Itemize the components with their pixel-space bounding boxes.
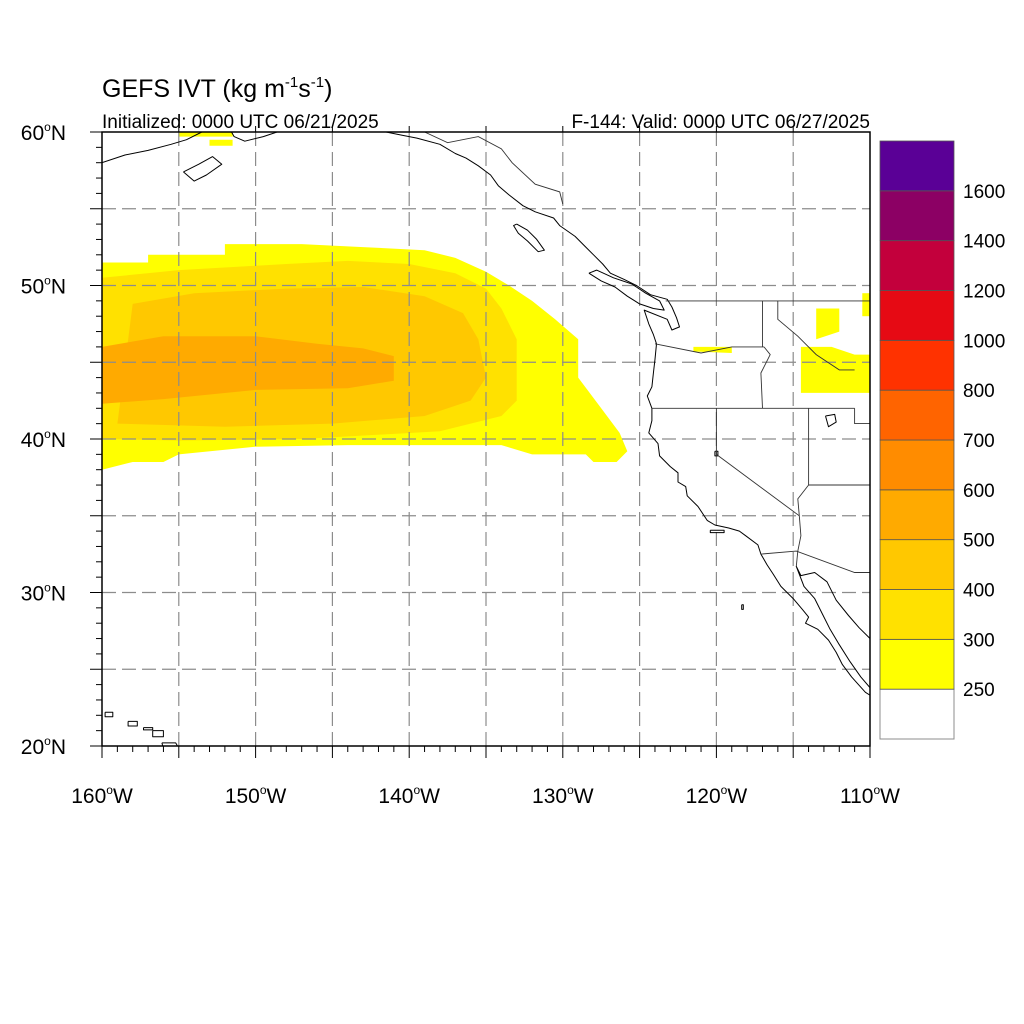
ivt-region-250	[178, 132, 233, 137]
degree-mark: o	[260, 783, 267, 797]
figure-title: GEFS IVT (kg m-1s-1)	[102, 74, 332, 103]
idaho-montana	[777, 300, 855, 371]
colorbar-box-400	[879, 539, 955, 590]
washington-oregon	[654, 343, 764, 354]
ivt-region-250	[862, 293, 870, 317]
ivt-shading	[102, 132, 870, 470]
axis-ticks: 160oW 150oW 140oW 130oW 120oW 110oW 60oN 50oN 40…	[21, 120, 900, 808]
valid-time-label: F-144: Valid: 0000 UTC 06/27/2025	[571, 112, 870, 133]
colorbar-label: 600	[963, 481, 995, 502]
lon-tick-label: 150oW	[225, 783, 287, 808]
degree-mark: o	[44, 120, 51, 134]
guadalupe-island	[741, 604, 744, 610]
colorbar-box-250	[879, 638, 955, 690]
colorbar: 250 300 400 500 600 700 800 1000 1200 1400 1600	[879, 140, 1005, 740]
alaska-bc-border	[421, 132, 564, 205]
haida-gwaii	[513, 223, 545, 253]
degree-mark: o	[106, 783, 113, 797]
colorbar-box-below	[879, 688, 955, 740]
us-mexico-border	[760, 550, 870, 573]
great-salt-lake	[825, 413, 837, 428]
colorbar-box-800	[879, 339, 955, 391]
lon-tick-label: 120oW	[686, 783, 748, 808]
colorbar-box-1000	[879, 290, 955, 341]
lon-tick-label: 140oW	[378, 783, 440, 808]
colorbar-box-700	[879, 389, 955, 441]
colorbar-label: 1600	[963, 182, 1005, 203]
hawaii-oahu	[127, 720, 138, 727]
colorbar-box-1600	[879, 140, 955, 192]
lat-tick-label: 40oN	[21, 427, 66, 452]
lon-tick-label: 160oW	[71, 783, 133, 808]
mexico-baja-sonora	[795, 551, 799, 567]
degree-mark: o	[44, 734, 51, 748]
ivt-region-250	[816, 308, 840, 340]
hawaii-molokai	[143, 727, 154, 731]
colorbar-label: 1200	[963, 282, 1005, 303]
map-panel: 160oW 150oW 140oW 130oW 120oW 110oW 60oN 50oN 40…	[21, 120, 900, 808]
hawaii-big-island	[161, 742, 179, 746]
lon-tick-label: 130oW	[532, 783, 594, 808]
kodiak-island	[183, 156, 223, 182]
colorbar-label: 400	[963, 581, 995, 602]
nevada-arizona	[797, 484, 809, 516]
colorbar-box-1400	[879, 190, 955, 242]
colorbar-box-300	[879, 589, 955, 640]
lon-tick-label: 110oW	[840, 783, 900, 808]
california-arizona	[797, 515, 802, 552]
channel-islands	[709, 529, 725, 534]
initialized-label: Initialized: 0000 UTC 06/21/2025	[102, 112, 379, 133]
colorbar-box-1200	[879, 240, 955, 291]
lat-tick-label: 60oN	[21, 120, 66, 145]
lat-tick-label: 50oN	[21, 274, 66, 299]
degree-mark: o	[413, 783, 420, 797]
colorbar-label: 700	[963, 431, 995, 452]
lat-tick-label: 20oN	[21, 734, 66, 759]
hawaii-kauai	[104, 711, 114, 718]
colorbar-label: 1000	[963, 331, 1005, 352]
colorbar-label: 250	[963, 680, 995, 701]
gulf-of-california-coast	[795, 565, 870, 689]
ivt-region-250	[800, 346, 870, 393]
colorbar-box-500	[879, 489, 955, 541]
colorbar-label: 300	[963, 630, 995, 651]
ivt-region-500	[102, 336, 394, 404]
vancouver-island	[588, 269, 665, 311]
degree-mark: o	[44, 427, 51, 441]
hawaii-maui	[152, 730, 164, 738]
utah-east	[854, 408, 870, 425]
degree-mark: o	[721, 783, 728, 797]
degree-mark: o	[44, 274, 51, 288]
colorbar-label: 1400	[963, 232, 1005, 253]
colorbar-box-600	[879, 439, 955, 491]
kenai-peninsula	[230, 132, 278, 142]
colorbar-label: 800	[963, 381, 995, 402]
ivt-region-250	[209, 139, 233, 146]
alaska-peninsula	[102, 132, 203, 164]
degree-mark: o	[44, 581, 51, 595]
oregon-idaho	[760, 346, 771, 409]
political-borders	[421, 132, 870, 573]
california-nevada	[715, 408, 800, 517]
lat-tick-label: 30oN	[21, 581, 66, 606]
colorbar-label: 500	[963, 531, 995, 552]
degree-mark: o	[873, 783, 880, 797]
degree-mark: o	[567, 783, 574, 797]
